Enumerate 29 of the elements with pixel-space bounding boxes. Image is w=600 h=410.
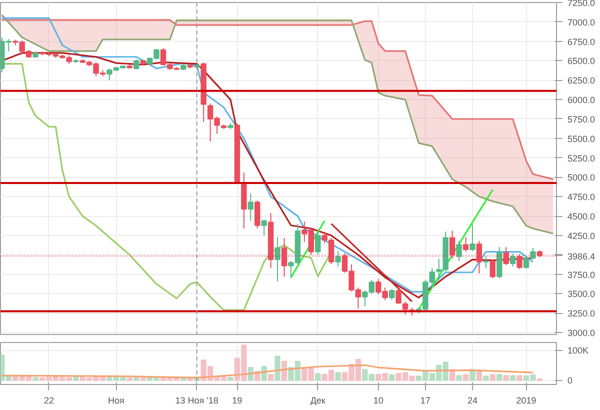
x-tick-label: 22 [44, 396, 54, 406]
y-tick-label: 4250.0 [568, 230, 596, 241]
y-tick-label: 3750.0 [568, 270, 596, 280]
x-tick-label: 24 [467, 396, 478, 406]
y-tick-label: 6500.0 [568, 56, 596, 66]
y-tick-label: 7250.0 [568, 0, 596, 8]
y-tick-label: 5500.0 [568, 134, 596, 144]
y-tick-label: 3250.0 [568, 308, 596, 319]
y-tick-label: 6750.0 [568, 36, 596, 47]
x-tick-label: 10 [373, 396, 384, 406]
x-tick-label: Ноя [108, 396, 124, 406]
y-tick-label: 6250.0 [568, 76, 596, 86]
y-tick-label: 4500.0 [568, 212, 596, 222]
y-tick-label: 5000.0 [568, 172, 596, 183]
x-tick-label: 19 [232, 396, 242, 406]
y-tick-label: 7000.0 [568, 17, 596, 28]
x-tick-label: Дек [310, 396, 326, 406]
x-tick-label: 17 [420, 396, 430, 406]
y-tick-label: 4750.0 [568, 192, 596, 202]
y-tick-label: 0 [568, 375, 573, 386]
y-tick-label: 3500.0 [568, 289, 596, 300]
x-tick-label: 2019 [516, 396, 536, 406]
ref-line-label: 3986.4 [568, 251, 596, 262]
y-tick-label: 5750.0 [568, 114, 596, 124]
y-tick-label: 3000.0 [568, 328, 596, 338]
y-tick-label: 6000.0 [568, 95, 596, 106]
x-tick-label: 13 Ноя '18 [175, 396, 218, 406]
y-tick-label: 100K [568, 346, 589, 356]
y-tick-label: 5250.0 [568, 153, 596, 164]
